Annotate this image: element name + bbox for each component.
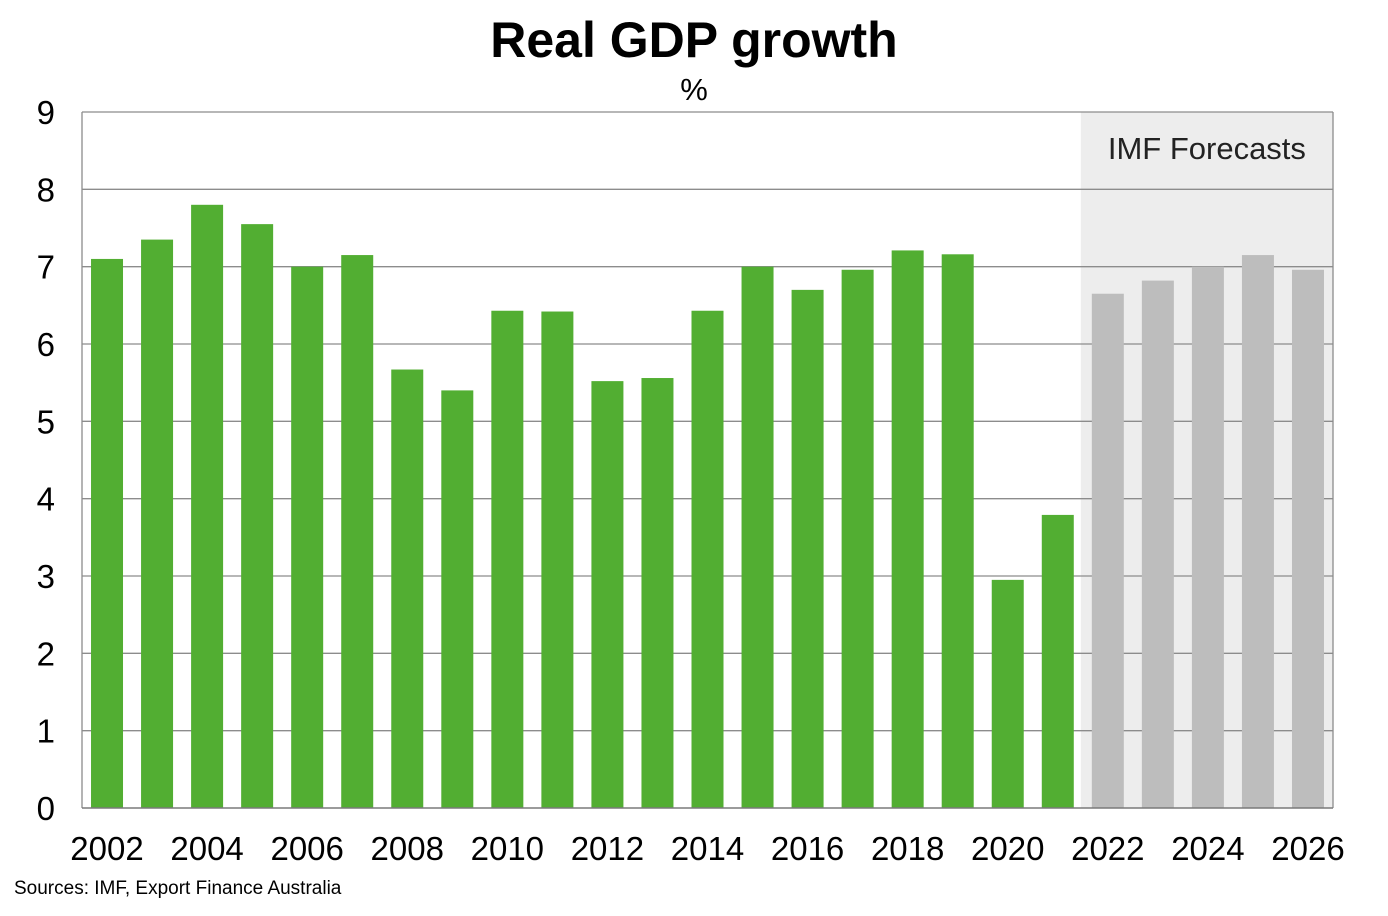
bar-2005 (241, 224, 274, 809)
bar-2023 (1141, 280, 1174, 808)
bar-2022 (1091, 293, 1124, 808)
bar-2016 (791, 289, 824, 808)
bar-2006 (291, 266, 324, 809)
bar-2012 (591, 381, 624, 808)
x-tick-label-2018: 2018 (871, 830, 944, 867)
x-tick-label-2002: 2002 (70, 830, 143, 867)
bar-2018 (891, 250, 924, 809)
bar-2004 (191, 204, 224, 809)
bar-2024 (1191, 266, 1224, 809)
x-tick-label-2008: 2008 (371, 830, 444, 867)
bar-2020 (991, 579, 1024, 808)
x-tick-label-2010: 2010 (471, 830, 544, 867)
bar-2014 (691, 310, 724, 808)
forecast-label: IMF Forecasts (1108, 131, 1306, 166)
bar-2015 (741, 266, 774, 809)
source-note: Sources: IMF, Export Finance Australia (14, 878, 342, 899)
x-tick-label-2022: 2022 (1071, 830, 1144, 867)
y-tick-label-3: 3 (37, 558, 55, 595)
y-tick-label-1: 1 (37, 713, 55, 750)
y-tick-label-8: 8 (37, 171, 55, 208)
bar-2019 (941, 254, 974, 808)
bar-2010 (491, 310, 524, 808)
bar-2008 (391, 369, 424, 808)
x-tick-label-2012: 2012 (571, 830, 644, 867)
y-tick-label-0: 0 (37, 790, 55, 827)
bars (91, 204, 1324, 809)
chart-unit-label: % (680, 72, 708, 107)
bar-2003 (141, 239, 174, 809)
y-tick-label-2: 2 (37, 635, 55, 672)
bar-2009 (441, 390, 474, 808)
x-tick-label-2024: 2024 (1171, 830, 1244, 867)
y-tick-label-5: 5 (37, 403, 55, 440)
x-tick-label-2006: 2006 (270, 830, 343, 867)
bar-2017 (841, 269, 874, 808)
x-tick-label-2026: 2026 (1271, 830, 1344, 867)
chart-title: Real GDP growth (490, 12, 898, 68)
y-tick-label-9: 9 (37, 94, 55, 131)
x-tick-label-2020: 2020 (971, 830, 1044, 867)
bar-2007 (341, 255, 374, 809)
bar-2002 (91, 258, 124, 808)
bar-2021 (1041, 514, 1074, 808)
y-tick-label-6: 6 (37, 326, 55, 363)
bar-2025 (1241, 255, 1274, 809)
y-tick-label-7: 7 (37, 249, 55, 286)
y-tick-label-4: 4 (37, 481, 55, 518)
bar-2026 (1291, 269, 1324, 808)
bar-2013 (641, 378, 674, 808)
x-tick-label-2016: 2016 (771, 830, 844, 867)
x-tick-label-2004: 2004 (170, 830, 243, 867)
x-tick-label-2014: 2014 (671, 830, 744, 867)
axes: 0 1 2 3 4 5 6 7 8 9 2002 2004 2006 2008 2010 2012 2014 20… (37, 94, 1345, 867)
bar-2011 (541, 311, 574, 808)
